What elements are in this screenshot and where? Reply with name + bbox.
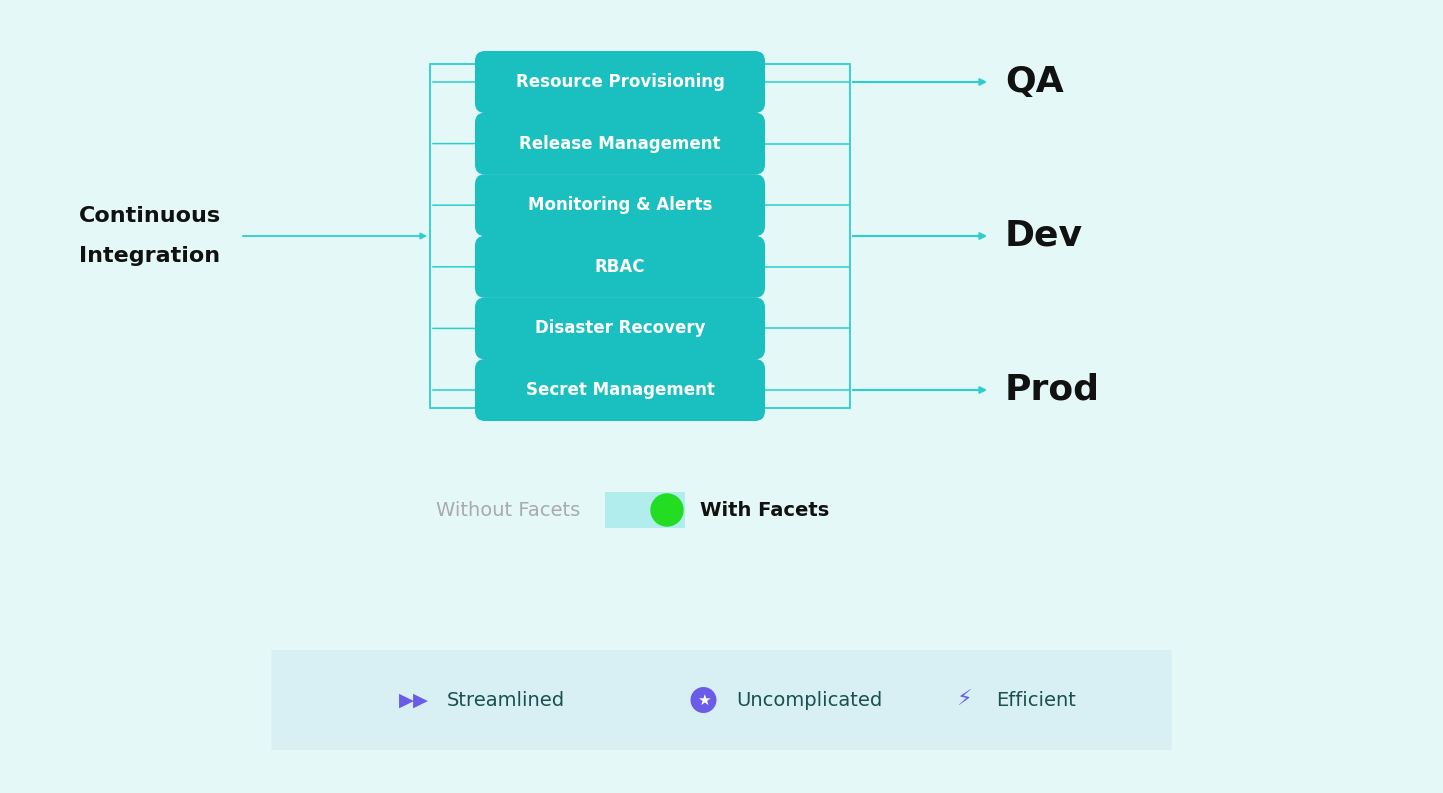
Text: Release Management: Release Management — [519, 135, 720, 152]
FancyBboxPatch shape — [271, 650, 1172, 750]
Text: Uncomplicated: Uncomplicated — [736, 691, 883, 710]
FancyBboxPatch shape — [475, 174, 765, 236]
Bar — [430, 64, 850, 408]
Text: Prod: Prod — [1004, 373, 1100, 407]
FancyBboxPatch shape — [475, 236, 765, 298]
FancyBboxPatch shape — [475, 297, 765, 359]
Text: Disaster Recovery: Disaster Recovery — [535, 320, 706, 337]
Text: With Facets: With Facets — [700, 500, 830, 519]
Text: Resource Provisioning: Resource Provisioning — [515, 73, 724, 91]
Text: Without Facets: Without Facets — [436, 500, 580, 519]
Text: RBAC: RBAC — [595, 258, 645, 276]
Circle shape — [651, 494, 683, 526]
FancyBboxPatch shape — [605, 492, 685, 528]
FancyBboxPatch shape — [475, 113, 765, 174]
FancyBboxPatch shape — [475, 359, 765, 421]
Text: ⚡: ⚡ — [955, 690, 971, 710]
Text: Integration: Integration — [79, 246, 221, 266]
Text: ★: ★ — [697, 692, 710, 707]
Text: Dev: Dev — [1004, 219, 1084, 253]
Text: ▶▶: ▶▶ — [398, 691, 429, 710]
Text: Efficient: Efficient — [997, 691, 1076, 710]
Text: Secret Management: Secret Management — [525, 381, 714, 399]
Circle shape — [691, 687, 717, 713]
Text: Monitoring & Alerts: Monitoring & Alerts — [528, 196, 713, 214]
Text: Streamlined: Streamlined — [446, 691, 564, 710]
FancyBboxPatch shape — [475, 51, 765, 113]
Text: Continuous: Continuous — [79, 206, 221, 226]
Text: QA: QA — [1004, 65, 1063, 99]
